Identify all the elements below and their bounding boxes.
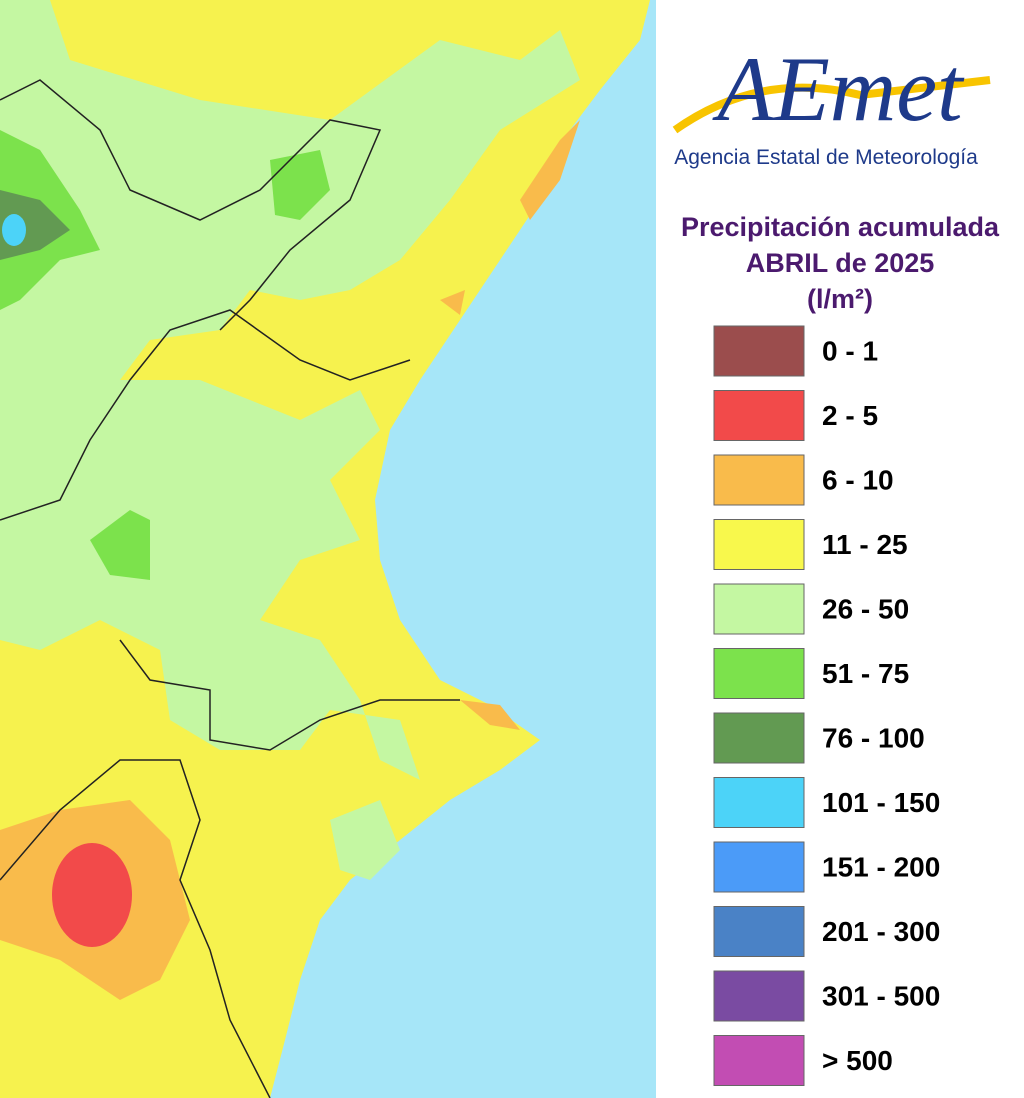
green-area — [0, 0, 580, 780]
legend-label: 101 - 150 — [822, 787, 940, 818]
dry-area — [440, 290, 465, 315]
logo-swoosh — [672, 76, 991, 134]
legend-swatch — [713, 712, 805, 764]
legend-label: 76 - 100 — [822, 722, 925, 753]
borders — [0, 79, 460, 1098]
legend-label: 26 - 50 — [822, 593, 909, 624]
legend-label: 51 - 75 — [822, 658, 909, 689]
legend-swatch — [713, 777, 805, 828]
legend-label: 11 - 25 — [822, 529, 908, 560]
legend-swatch — [713, 841, 805, 893]
legend-label: 2 - 5 — [822, 400, 878, 431]
legend-swatch — [713, 906, 805, 957]
legend-swatch — [713, 390, 805, 441]
legend-swatch — [713, 325, 805, 377]
agency-name: Agencia Estatal de Meteorología — [674, 146, 978, 169]
border — [0, 79, 382, 331]
legend-swatch — [713, 1035, 805, 1086]
legend-label: 6 - 10 — [822, 464, 894, 495]
legend-label: 301 - 500 — [822, 980, 940, 1011]
legend-swatch — [713, 648, 805, 699]
legend-label: > 500 — [822, 1045, 893, 1076]
border — [0, 759, 271, 1098]
dry-area — [460, 700, 520, 730]
border — [0, 309, 411, 521]
legend: 0 - 1 2 - 5 6 - 10 11 - 25 26 - 50 51 - 75 76 … — [713, 325, 940, 1086]
dry-area — [520, 120, 580, 220]
wet-area — [90, 510, 150, 580]
wet-spot — [2, 214, 26, 246]
wet-area — [270, 150, 330, 220]
dry-spot — [52, 843, 132, 947]
logo: AEmet — [711, 38, 965, 140]
map — [0, 0, 656, 1098]
legend-swatch — [713, 970, 805, 1022]
legend-label: 0 - 1 — [822, 335, 878, 366]
legend-label: 151 - 200 — [822, 851, 940, 882]
legend-label: 201 - 300 — [822, 916, 940, 947]
legend-unit: (l/m²) — [807, 284, 873, 314]
legend-swatch — [713, 583, 805, 635]
legend-swatch — [713, 519, 805, 570]
legend-title: Precipitación acumulada — [681, 212, 1000, 242]
legend-swatch — [713, 454, 805, 506]
green-area — [330, 800, 400, 880]
border — [119, 639, 460, 751]
legend-title: ABRIL de 2025 — [746, 248, 935, 278]
